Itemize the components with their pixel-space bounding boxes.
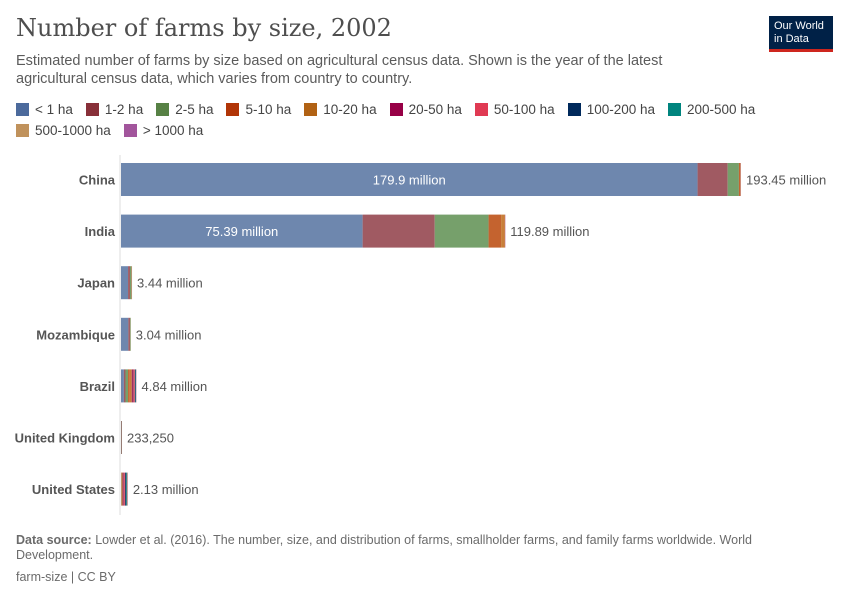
category-label: Brazil — [80, 379, 115, 394]
legend-swatch — [123, 123, 137, 137]
legend-label: < 1 ha — [35, 101, 73, 117]
legend-swatch — [16, 102, 29, 116]
category-label: India — [85, 224, 116, 239]
owid-logo[interactable]: Our World in Data — [769, 16, 833, 52]
bar-segment — [123, 369, 126, 403]
data-source: Data source: Lowder et al. (2016). The n… — [16, 533, 776, 563]
bar-segment — [129, 369, 132, 403]
footer-slug[interactable]: farm-size | CC BY — [16, 570, 116, 584]
bar-segment — [121, 369, 124, 403]
bar-segment — [125, 369, 129, 403]
total-label: 2.13 million — [133, 482, 199, 497]
legend: < 1 ha 1-2 ha 2-5 ha 5-10 ha 10-20 ha 20-50 h… — [16, 100, 836, 139]
bar-segment — [128, 317, 130, 351]
category-label: Japan — [77, 276, 115, 291]
legend-label: 5-10 ha — [245, 101, 292, 117]
legend-item[interactable]: 500-1000 ha — [16, 121, 111, 139]
bar-segment — [501, 214, 505, 248]
chart-subtitle: Estimated number of farms by size based … — [16, 53, 663, 87]
bar-segment — [727, 163, 739, 196]
bar-segment — [133, 369, 135, 403]
legend-label: 500-1000 ha — [35, 122, 111, 138]
category-label: United States — [32, 482, 115, 497]
bar-segment — [121, 266, 129, 300]
legend-label: 10-20 ha — [323, 101, 377, 117]
segment-label: 179.9 million — [373, 173, 446, 188]
total-label: 233,250 — [127, 431, 174, 446]
source-text: Lowder et al. (2016). The number, size, … — [16, 533, 752, 562]
legend-label: 50-100 ha — [493, 101, 555, 117]
bar-segment — [123, 472, 125, 506]
legend-swatch — [156, 102, 170, 116]
legend-swatch — [389, 102, 403, 116]
legend-label: 100-200 ha — [586, 101, 655, 117]
legend-swatch — [668, 102, 681, 116]
total-label: 193.45 million — [746, 173, 826, 188]
legend-label: 2-5 ha — [175, 101, 214, 117]
chart-title: Number of farms by size, 2002 — [16, 14, 392, 42]
bar-segment — [121, 163, 698, 196]
legend-item[interactable]: > 1000 ha — [123, 121, 204, 139]
bar-segment — [488, 214, 502, 248]
bar-segment — [129, 317, 131, 351]
bar-segment — [124, 472, 126, 506]
category-label: Mozambique — [36, 327, 115, 342]
bar-segment — [434, 214, 489, 248]
bar-segment — [121, 472, 123, 506]
legend-item[interactable]: 10-20 ha — [304, 100, 377, 118]
legend-swatch — [85, 102, 99, 116]
legend-swatch — [567, 102, 581, 116]
source-label: Data source: — [16, 533, 92, 547]
legend-item[interactable]: 200-500 ha — [668, 100, 755, 118]
category-label: United Kingdom — [15, 431, 115, 446]
legend-item[interactable]: 20-50 ha — [389, 100, 462, 118]
legend-item[interactable]: < 1 ha — [16, 100, 73, 118]
total-label: 4.84 million — [142, 379, 208, 394]
bar-segment — [128, 266, 130, 300]
legend-swatch — [16, 123, 29, 137]
bar-segment — [128, 369, 130, 403]
total-label: 3.44 million — [137, 276, 203, 291]
bar-segment — [131, 369, 134, 403]
bar-segment — [362, 214, 435, 248]
bar-segment — [125, 472, 127, 506]
legend-label: 20-50 ha — [408, 101, 462, 117]
legend-item[interactable]: 1-2 ha — [85, 100, 144, 118]
bar-segment — [122, 472, 124, 506]
legend-label: 1-2 ha — [104, 101, 144, 117]
legend-swatch — [304, 102, 318, 116]
plot-area: China 179.9 million 193.45 million India 75.… — [15, 155, 826, 515]
bar-segment — [738, 163, 741, 196]
bar-segment — [134, 369, 136, 403]
legend-swatch — [226, 102, 240, 116]
total-label: 3.04 million — [136, 327, 202, 342]
legend-label: 200-500 ha — [687, 101, 756, 117]
legend-item[interactable]: 100-200 ha — [567, 100, 655, 118]
segment-label: 75.39 million — [205, 224, 278, 239]
total-label: 119.89 million — [510, 224, 589, 239]
legend-item[interactable]: 50-100 ha — [474, 100, 555, 118]
bar-segment — [121, 214, 363, 248]
bar-segment — [121, 317, 129, 351]
bar-segment — [129, 266, 132, 300]
legend-item[interactable]: 5-10 ha — [226, 100, 291, 118]
bar-segment — [697, 163, 728, 196]
legend-label: > 1000 ha — [142, 122, 204, 138]
category-label: China — [79, 173, 116, 188]
legend-swatch — [474, 102, 488, 116]
legend-item[interactable]: 2-5 ha — [156, 100, 213, 118]
